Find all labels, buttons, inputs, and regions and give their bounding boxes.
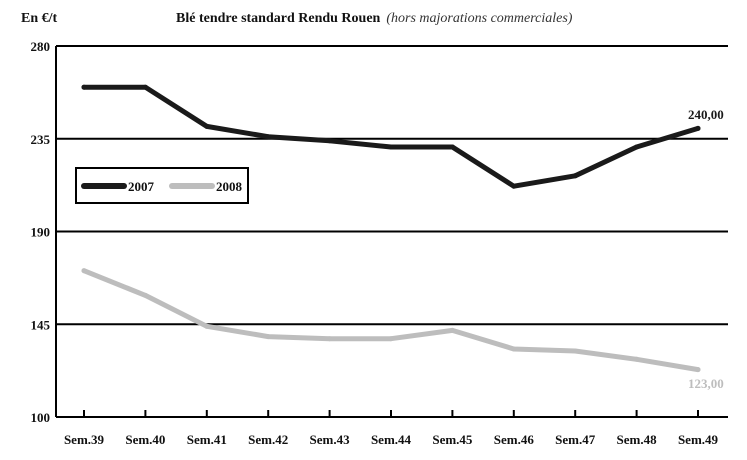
data-point-2007 (81, 84, 87, 90)
title-main: Blé tendre standard Rendu Rouen (176, 11, 381, 26)
x-tick-label: Sem.40 (125, 432, 165, 447)
data-point-2007 (449, 144, 455, 150)
axes (55, 46, 728, 418)
data-point-2008 (449, 327, 455, 333)
legend-box (75, 167, 249, 204)
legend-label-2007: 2007 (128, 179, 155, 194)
data-point-2007 (572, 173, 578, 179)
x-tick-label: Sem.43 (310, 432, 351, 447)
data-point-2008 (695, 367, 701, 373)
data-point-2007 (388, 144, 394, 150)
y-tick-label: 280 (31, 39, 51, 54)
end-label-2008: 123,00 (688, 376, 724, 391)
data-point-2007 (634, 144, 640, 150)
x-tick-label: Sem.44 (371, 432, 412, 447)
x-tick-label: Sem.39 (64, 432, 105, 447)
data-point-2008 (204, 323, 210, 329)
data-point-2008 (142, 292, 148, 298)
y-tick-label: 190 (31, 225, 51, 240)
legend: 2007 2008 (75, 167, 249, 204)
x-tick-label: Sem.47 (555, 432, 596, 447)
end-label-2007: 240,00 (688, 107, 724, 122)
x-tick-label: Sem.45 (432, 432, 473, 447)
unit-label: En €/t (21, 11, 58, 26)
chart-title: Blé tendre standard Rendu Rouen (hors maj… (176, 11, 573, 26)
legend-label-2008: 2008 (216, 179, 243, 194)
data-point-2008 (265, 334, 271, 340)
data-point-2008 (572, 348, 578, 354)
x-tick-label: Sem.42 (248, 432, 288, 447)
y-tick-label: 100 (31, 410, 51, 425)
grid-lines (56, 45, 728, 326)
series-lines (81, 84, 701, 373)
data-point-2008 (634, 356, 640, 362)
y-tick-label: 145 (31, 317, 51, 332)
x-tick-label: Sem.46 (494, 432, 535, 447)
data-point-2007 (142, 84, 148, 90)
x-tick-label: Sem.48 (617, 432, 658, 447)
x-tick-labels: Sem.39 Sem.40 Sem.41 Sem.42 Sem.43 Sem.44 Sem.… (64, 432, 719, 447)
x-tick-label: Sem.41 (187, 432, 227, 447)
data-point-2007 (695, 125, 701, 131)
title-subtitle: (hors majorations commerciales) (386, 11, 572, 26)
data-point-2008 (327, 336, 333, 342)
series-line-2008 (81, 268, 701, 373)
data-point-2008 (388, 336, 394, 342)
data-point-2008 (81, 268, 87, 274)
data-point-2007 (204, 123, 210, 129)
data-point-2007 (511, 183, 517, 189)
data-point-2008 (511, 346, 517, 352)
y-tick-labels: 100 145 190 235 280 (31, 39, 51, 425)
data-point-2007 (327, 138, 333, 144)
x-tick-label: Sem.49 (678, 432, 719, 447)
data-point-2007 (265, 134, 271, 140)
y-tick-label: 235 (31, 132, 51, 147)
